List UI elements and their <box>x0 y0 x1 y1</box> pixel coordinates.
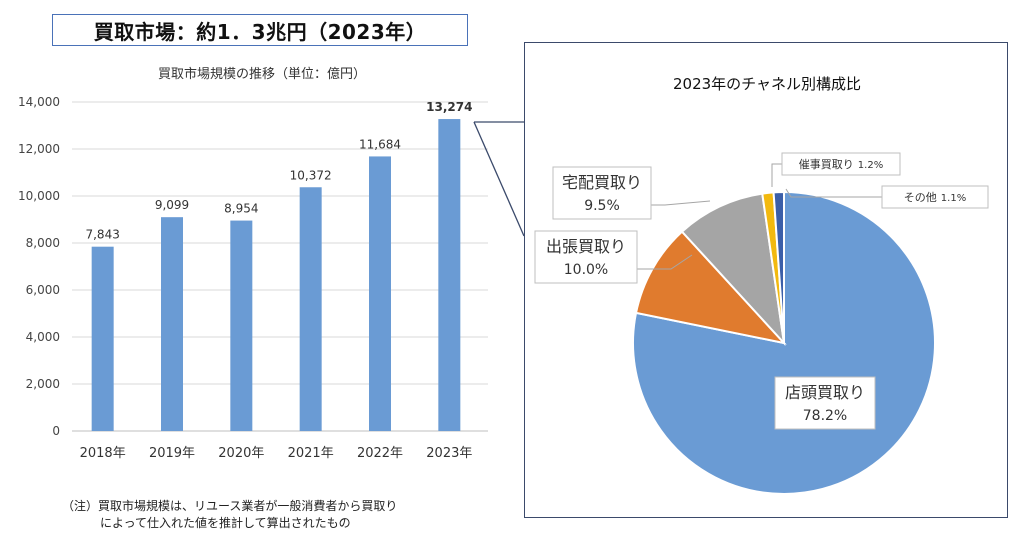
y-tick-label: 10,000 <box>18 189 60 203</box>
bar <box>230 220 253 431</box>
pie-slice-value: 10.0% <box>564 262 608 278</box>
leader-line <box>771 163 782 187</box>
pie-slice <box>680 192 786 347</box>
bar <box>369 156 391 431</box>
x-tick-label: 2023年 <box>426 446 472 461</box>
bar-value-label: 7,843 <box>85 228 119 242</box>
pie-label-box <box>534 230 638 284</box>
bar-value-label: 8,954 <box>224 202 258 216</box>
y-tick-label: 0 <box>52 424 60 438</box>
pie-slice-label: 店頭買取り <box>785 383 865 402</box>
pie-slice-value: 9.5% <box>584 198 620 214</box>
pie-slice-value: 1.1% <box>941 193 966 204</box>
y-tick-label: 12,000 <box>18 142 60 156</box>
bar-value-label: 10,372 <box>290 168 332 182</box>
bar-value-label: 11,684 <box>359 137 401 151</box>
bar-chart: 買取市場規模の推移（単位：億円） 0 2,000 4,000 6,000 8,000 10,… <box>18 66 488 461</box>
pie-slice-label-inline: 催事買取り 1.2% <box>799 157 883 171</box>
pie-label-box <box>781 152 901 176</box>
y-tick-label: 6,000 <box>26 283 60 297</box>
leader-line <box>651 200 711 206</box>
leader-line <box>785 188 882 198</box>
pie-slice-label: 宅配買取り <box>562 173 642 192</box>
pie-slice-label-inline: その他 1.1% <box>904 191 966 204</box>
bar <box>438 119 461 431</box>
pie-label-box <box>552 166 652 220</box>
x-tick-label: 2022年 <box>357 446 403 461</box>
pie-slice-label: その他 <box>904 191 937 204</box>
pie-slice-label: 催事買取り <box>799 157 854 171</box>
headline: 買取市場：約1．3兆円（2023年） <box>52 14 468 46</box>
footnote: （注）買取市場規模は、リユース業者が一般消費者から買取り によって仕入れた値を推… <box>62 498 397 532</box>
y-tick-label: 2,000 <box>26 377 60 391</box>
pie-label-box <box>881 185 989 209</box>
pie-slice-value: 1.2% <box>858 160 883 171</box>
pie-chart-title: 2023年のチャネル別構成比 <box>673 75 861 93</box>
bar <box>161 217 183 431</box>
x-tick-label: 2021年 <box>288 446 334 461</box>
bar-chart-title: 買取市場規模の推移（単位：億円） <box>158 66 366 82</box>
bar-value-label: 13,274 <box>426 100 472 114</box>
pie-panel: 2023年のチャネル別構成比店頭買取り 78.2% 出張買取り 10.0% 宅配買取り 9… <box>524 42 1008 518</box>
x-tick-label: 2018年 <box>80 446 126 461</box>
leader-line <box>637 254 693 270</box>
bar-value-label: 9,099 <box>155 198 189 212</box>
y-tick-label: 14,000 <box>18 95 60 109</box>
pie-slice-value: 78.2% <box>803 408 847 424</box>
pie-label-box <box>774 376 876 430</box>
y-tick-label: 8,000 <box>26 236 60 250</box>
bar <box>91 246 114 431</box>
footnote-line-1: （注）買取市場規模は、リユース業者が一般消費者から買取り <box>62 499 398 513</box>
footnote-line-2: によって仕入れた値を推計して算出されたもの <box>100 516 351 530</box>
bar <box>299 187 322 431</box>
y-tick-label: 4,000 <box>26 330 60 344</box>
x-tick-label: 2020年 <box>218 446 264 461</box>
pie-slice-label: 出張買取り <box>546 237 626 256</box>
x-tick-label: 2019年 <box>149 446 195 461</box>
pie-slice <box>772 190 785 344</box>
